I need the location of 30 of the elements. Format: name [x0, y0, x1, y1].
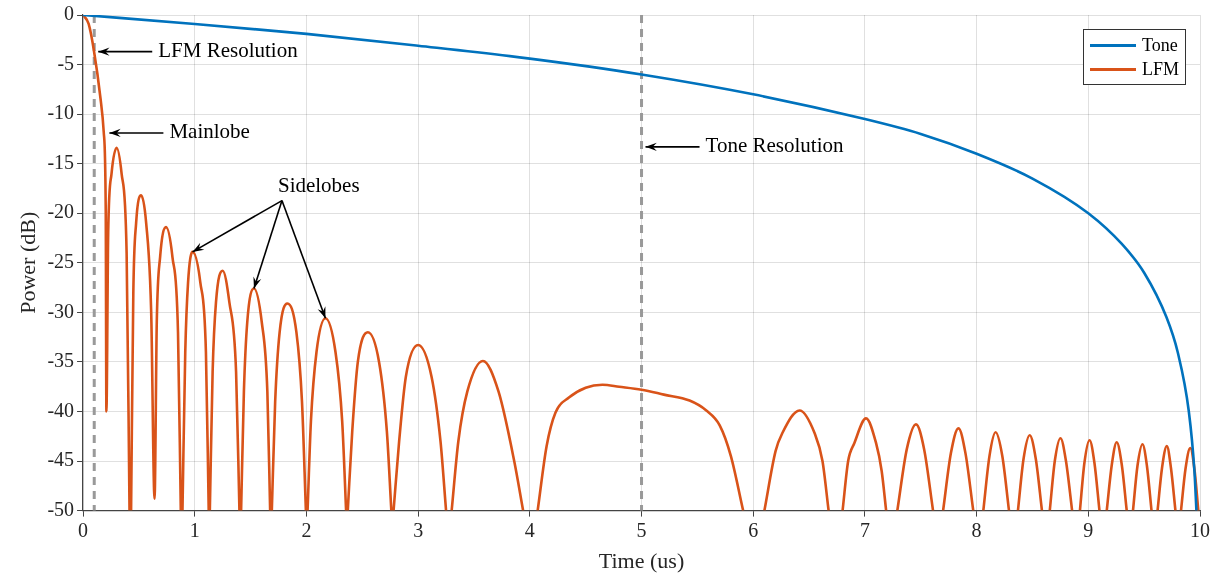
y-tick-label: -50: [47, 497, 75, 520]
x-tick-label: 2: [301, 518, 312, 541]
annotation: Mainlobe: [169, 119, 250, 144]
x-tick-label: 1: [189, 518, 200, 541]
annotation: LFM Resolution: [158, 38, 299, 63]
y-tick-label: -20: [47, 200, 75, 223]
legend-label: LFM: [1142, 58, 1180, 80]
x-tick-label: 0: [78, 518, 89, 541]
x-tick-label: 4: [524, 518, 535, 541]
y-tick-label: -40: [47, 398, 75, 421]
x-tick-label: 3: [413, 518, 424, 541]
y-tick-label: -45: [47, 448, 75, 471]
y-tick-label: -25: [47, 250, 75, 273]
x-tick-label: 7: [859, 518, 870, 541]
x-tick-label: 10: [1190, 518, 1210, 541]
y-tick-label: -10: [47, 101, 75, 124]
x-tick-label: 5: [636, 518, 647, 541]
x-tick-label: 9: [1083, 518, 1094, 541]
annotation: Tone Resolution: [705, 133, 844, 158]
y-tick-label: -15: [47, 150, 75, 173]
x-axis-title: Time (us): [598, 547, 685, 573]
y-tick-label: 0: [64, 2, 75, 25]
y-tick-label: -30: [47, 299, 75, 322]
annotation: Sidelobes: [277, 173, 360, 198]
x-tick-label: 8: [971, 518, 982, 541]
y-tick-label: -35: [47, 349, 75, 372]
y-axis-title: Power (dB): [14, 211, 40, 314]
x-tick-label: 6: [748, 518, 759, 541]
y-tick-label: -5: [57, 51, 75, 74]
legend-label: Tone: [1142, 34, 1178, 56]
